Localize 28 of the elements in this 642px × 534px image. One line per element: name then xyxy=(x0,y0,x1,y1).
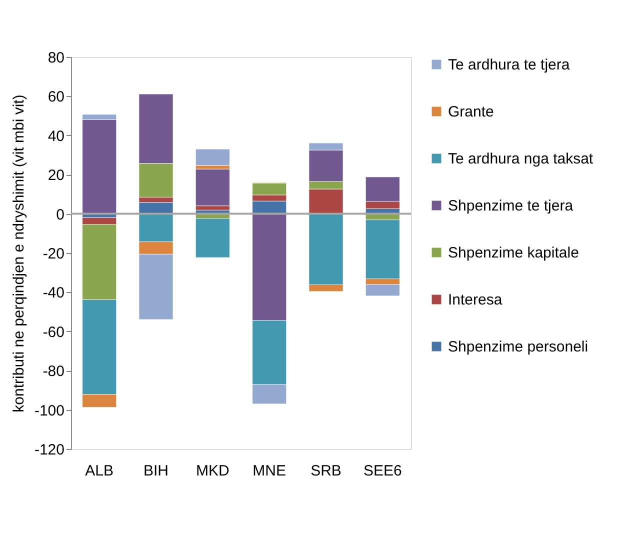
y-axis-title: kontributi ne perqindjen e ndryshimit (vit mbi vit) xyxy=(10,94,28,412)
legend-label: Shpenzime personeli xyxy=(448,338,588,356)
legend-label: Shpenzime te tjera xyxy=(448,198,574,214)
legend-label: Te ardhura nga taksat xyxy=(448,150,594,168)
legend-label: Interesa xyxy=(448,292,503,308)
x-tick-label: ALB xyxy=(85,462,114,480)
y-tick-label: 60 xyxy=(48,88,64,106)
x-tick-label: MKD xyxy=(196,462,230,480)
x-tick-label: SEE6 xyxy=(363,462,402,480)
legend-label: Te ardhura te tjera xyxy=(448,56,570,74)
legend-label: Shpenzime kapitale xyxy=(448,244,579,262)
y-tick-label: -120 xyxy=(34,442,64,458)
legend-label: Grante xyxy=(448,104,494,120)
x-tick-label: MNE xyxy=(252,462,286,480)
y-tick-label: -100 xyxy=(34,402,64,420)
bar xyxy=(195,218,230,258)
y-tick-label: 40 xyxy=(48,128,64,145)
bar xyxy=(195,168,230,206)
bar xyxy=(195,148,230,166)
y-tick-label: 20 xyxy=(48,167,64,184)
y-tick-label: 0 xyxy=(56,206,64,224)
y-tick-label: -80 xyxy=(42,363,64,380)
y-tick-label: -60 xyxy=(42,324,64,341)
y-tick-label: 80 xyxy=(48,50,64,66)
x-tick-label: BIH xyxy=(143,462,169,480)
y-tick-label: -20 xyxy=(42,246,64,262)
y-tick-label: -40 xyxy=(42,284,64,302)
x-tick-label: SRB xyxy=(310,462,342,480)
